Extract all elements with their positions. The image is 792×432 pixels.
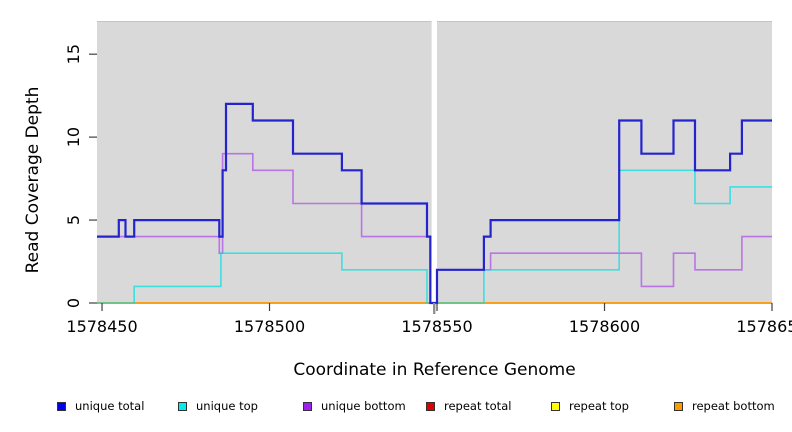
tick-label: 1578600 [569, 317, 640, 336]
legend-swatch-icon [303, 402, 312, 411]
series-unique-total [97, 102, 772, 305]
tick-label: 1578550 [401, 317, 472, 336]
legend-item-repeat-top: repeat top [551, 399, 629, 414]
legend-item-repeat-bottom: repeat bottom [674, 399, 775, 414]
tick-label: 10 [64, 127, 83, 147]
series-unique-top [97, 169, 772, 304]
legend-item-repeat-total: repeat total [426, 399, 511, 414]
tick-label: 1578650 [736, 317, 792, 336]
legend-label: repeat bottom [692, 399, 775, 413]
axes: 1578450 1578500 1578550 1578600 1578650 0 5 10 1… [64, 44, 792, 336]
legend-swatch-icon [674, 402, 683, 411]
legend: unique total unique top unique bottom repea… [0, 399, 792, 419]
legend-label: repeat top [569, 399, 629, 413]
legend-swatch-icon [426, 402, 435, 411]
coverage-gap-stripe [431, 21, 438, 303]
tick-label: 5 [64, 215, 83, 225]
tick-label: 1578450 [66, 317, 137, 336]
legend-swatch-icon [57, 402, 66, 411]
tick-label: 0 [64, 298, 83, 308]
legend-label: unique total [75, 399, 145, 413]
y-axis-title: Read Coverage Depth [23, 87, 43, 274]
legend-label: unique top [196, 399, 258, 413]
legend-swatch-icon [178, 402, 187, 411]
legend-label: repeat total [444, 399, 512, 413]
tick-label: 15 [64, 44, 83, 64]
gap-axis-stub [433, 303, 436, 314]
legend-item-unique-top: unique top [178, 399, 258, 414]
legend-swatch-icon [551, 402, 560, 411]
legend-label: unique bottom [321, 399, 406, 413]
x-axis-title: Coordinate in Reference Genome [293, 360, 575, 380]
tick-label: 1578500 [234, 317, 305, 336]
legend-item-unique-total: unique total [57, 399, 144, 414]
legend-item-unique-bottom: unique bottom [303, 399, 406, 414]
